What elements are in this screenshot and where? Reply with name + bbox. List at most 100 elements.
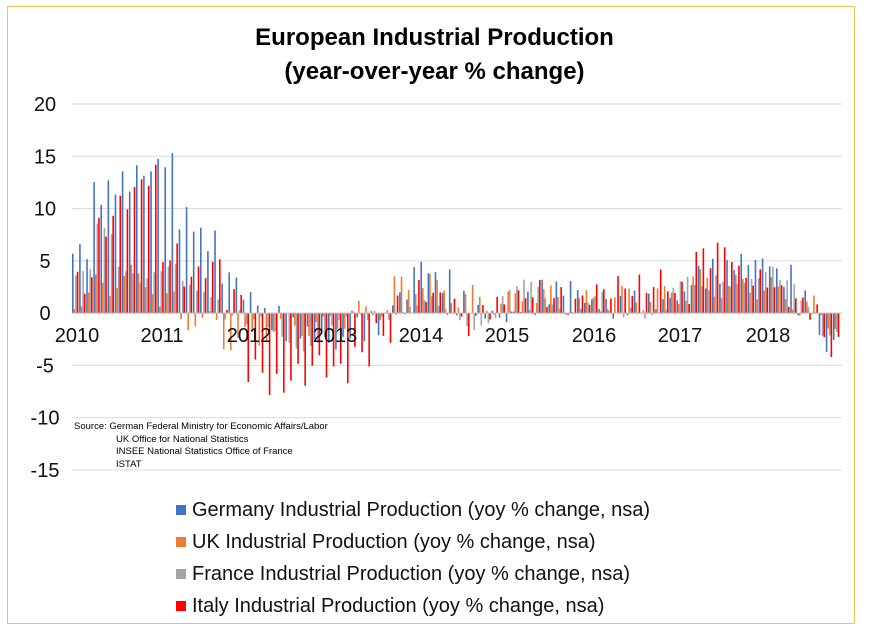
- bar-italy: [155, 164, 157, 314]
- bar-italy: [467, 313, 470, 337]
- bar-france: [188, 284, 191, 314]
- bar-france: [473, 313, 476, 330]
- bar-uk: [94, 274, 97, 314]
- bar-italy: [254, 313, 257, 360]
- bar-france: [743, 282, 746, 314]
- bar-france: [608, 311, 611, 314]
- bar-italy: [823, 313, 826, 338]
- bar-germany: [349, 313, 351, 339]
- bar-italy: [169, 260, 171, 314]
- bar-italy: [759, 269, 762, 314]
- bar-germany: [121, 171, 124, 314]
- bar-uk: [528, 309, 531, 314]
- legend-swatch: [176, 569, 186, 579]
- bar-uk: [393, 276, 396, 314]
- bar-italy: [830, 313, 833, 358]
- bar-germany: [192, 231, 195, 314]
- bar-italy: [581, 295, 584, 314]
- bar-italy: [91, 277, 93, 314]
- chart-subtitle: (year-over-year % change): [284, 58, 585, 85]
- bar-france: [693, 284, 696, 314]
- bar-uk: [550, 285, 552, 314]
- bar-france: [224, 313, 227, 320]
- bar-germany: [825, 313, 828, 352]
- bar-france: [736, 283, 739, 314]
- bar-germany: [285, 313, 287, 342]
- legend-label: France Industrial Production (yoy % chan…: [192, 562, 630, 585]
- bar-uk: [137, 273, 140, 314]
- bar-france: [800, 300, 803, 314]
- bar-uk: [400, 276, 403, 314]
- bar-uk: [585, 290, 588, 314]
- bar-germany: [427, 273, 430, 314]
- bar-germany: [591, 299, 593, 314]
- bar-uk: [642, 310, 645, 314]
- legend-swatch: [176, 505, 186, 515]
- bar-italy: [489, 313, 491, 320]
- bar-germany: [498, 313, 501, 318]
- bar-uk: [592, 297, 595, 314]
- bar-italy: [738, 265, 740, 314]
- bar-uk: [457, 307, 460, 314]
- bar-germany: [370, 311, 373, 314]
- bar-france: [786, 280, 788, 314]
- bar-uk: [144, 287, 147, 314]
- bar-italy: [119, 195, 122, 314]
- bar-germany: [335, 313, 337, 350]
- bar-uk: [379, 313, 381, 321]
- bar-germany: [484, 313, 487, 319]
- bar-france: [153, 272, 156, 314]
- bar-italy: [837, 313, 840, 337]
- bar-germany: [235, 277, 238, 314]
- bar-france: [338, 313, 340, 320]
- bar-france: [345, 313, 348, 317]
- bar-germany: [456, 313, 458, 316]
- bar-germany: [328, 313, 330, 343]
- bar-france: [508, 290, 511, 314]
- legend-item-italy: Italy Industrial Production (yoy % chang…: [176, 590, 650, 622]
- y-tick-label: 20: [34, 94, 56, 116]
- bar-italy: [553, 298, 555, 314]
- bar-italy: [723, 247, 726, 314]
- bar-germany: [200, 227, 202, 314]
- bar-uk: [720, 298, 723, 314]
- bar-germany: [562, 295, 565, 314]
- bar-uk: [834, 313, 837, 330]
- bar-uk: [791, 309, 794, 314]
- bar-france: [594, 296, 596, 314]
- bar-uk: [514, 293, 517, 314]
- bar-france: [565, 313, 568, 316]
- bar-germany: [662, 299, 664, 314]
- bar-italy: [517, 290, 520, 314]
- bar-germany: [136, 165, 138, 314]
- bar-italy: [745, 277, 747, 314]
- bar-uk: [322, 313, 325, 317]
- bar-italy: [695, 251, 698, 314]
- bar-italy: [674, 293, 676, 314]
- bar-uk: [258, 313, 261, 346]
- bar-france: [373, 310, 376, 314]
- bar-france: [587, 302, 589, 314]
- x-tick-label: 2014: [399, 325, 444, 347]
- bar-italy: [126, 209, 129, 314]
- bar-italy: [681, 281, 683, 314]
- bar-france: [672, 287, 675, 314]
- bar-germany: [320, 313, 323, 333]
- bar-germany: [541, 279, 543, 314]
- bar-germany: [754, 260, 757, 314]
- bar-uk: [329, 313, 332, 316]
- bar-germany: [363, 313, 366, 342]
- bar-france: [288, 313, 291, 344]
- legend-item-uk: UK Industrial Production (yoy % change, …: [176, 526, 650, 558]
- bar-uk: [109, 296, 111, 314]
- bar-uk: [350, 310, 353, 314]
- bar-germany: [690, 285, 693, 314]
- bar-france: [388, 313, 390, 320]
- bar-italy: [659, 269, 662, 314]
- bar-germany: [520, 311, 522, 314]
- bar-italy: [133, 186, 136, 314]
- bar-france: [629, 307, 632, 314]
- y-tick-label: -5: [36, 355, 54, 377]
- bar-italy: [475, 313, 477, 316]
- bar-france: [181, 280, 184, 314]
